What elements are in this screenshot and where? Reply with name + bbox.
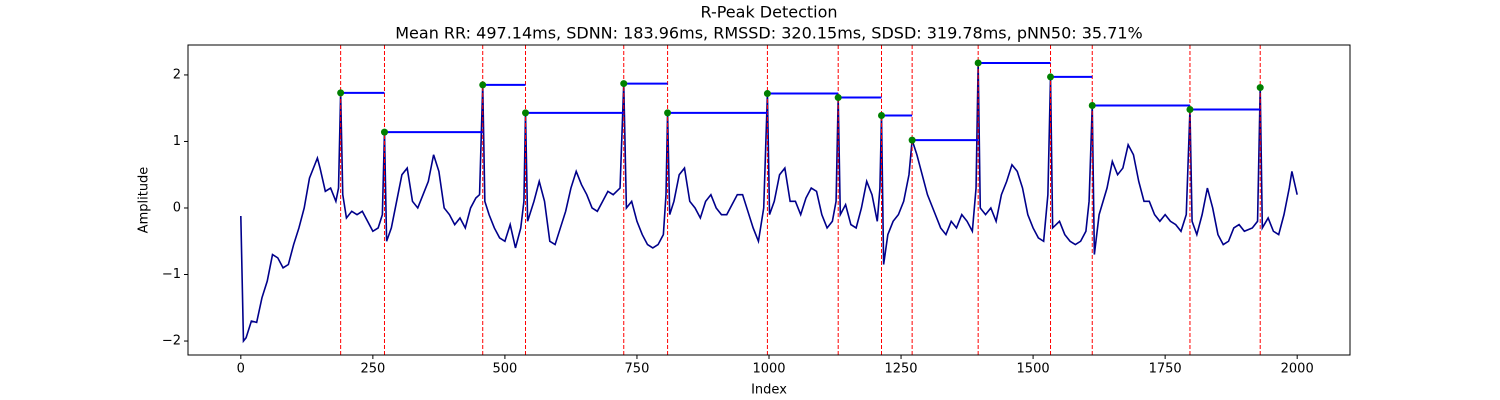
- peak-point: [479, 81, 487, 89]
- x-tick-label: 1750: [1149, 362, 1182, 377]
- x-tick-label: 500: [492, 362, 517, 377]
- y-tick-label: −2: [162, 334, 181, 349]
- peak-point: [763, 90, 771, 98]
- peak-point: [1047, 73, 1055, 81]
- x-tick-label: 1250: [884, 362, 917, 377]
- peak-point: [908, 136, 916, 144]
- y-tick-label: −1: [162, 267, 181, 282]
- peak-point: [974, 59, 982, 67]
- chart-subtitle: Mean RR: 497.14ms, SDNN: 183.96ms, RMSSD…: [395, 24, 1143, 43]
- peak-point: [1256, 84, 1264, 92]
- peak-point: [834, 94, 842, 102]
- peak-point: [337, 89, 345, 97]
- y-tick-label: 0: [173, 200, 181, 215]
- peak-point: [620, 80, 628, 88]
- x-tick-label: 2000: [1281, 362, 1314, 377]
- peak-point: [1088, 102, 1096, 110]
- y-tick-label: 1: [173, 134, 181, 149]
- y-tick-label: 2: [173, 67, 181, 82]
- peak-point: [1186, 106, 1194, 114]
- x-tick-label: 1500: [1017, 362, 1050, 377]
- x-axis-label: Index: [751, 383, 787, 398]
- peak-point: [664, 109, 672, 117]
- peak-point: [878, 112, 886, 120]
- chart-title: R-Peak Detection: [700, 3, 837, 22]
- x-tick-label: 250: [360, 362, 385, 377]
- peak-point: [380, 128, 388, 136]
- y-axis-label: Amplitude: [137, 167, 152, 234]
- x-tick-label: 750: [625, 362, 650, 377]
- signal-line: [240, 62, 1298, 344]
- x-tick-label: 1000: [752, 362, 785, 377]
- x-tick-label: 0: [237, 362, 245, 377]
- peak-point: [522, 109, 530, 117]
- plot-frame: [187, 44, 1351, 356]
